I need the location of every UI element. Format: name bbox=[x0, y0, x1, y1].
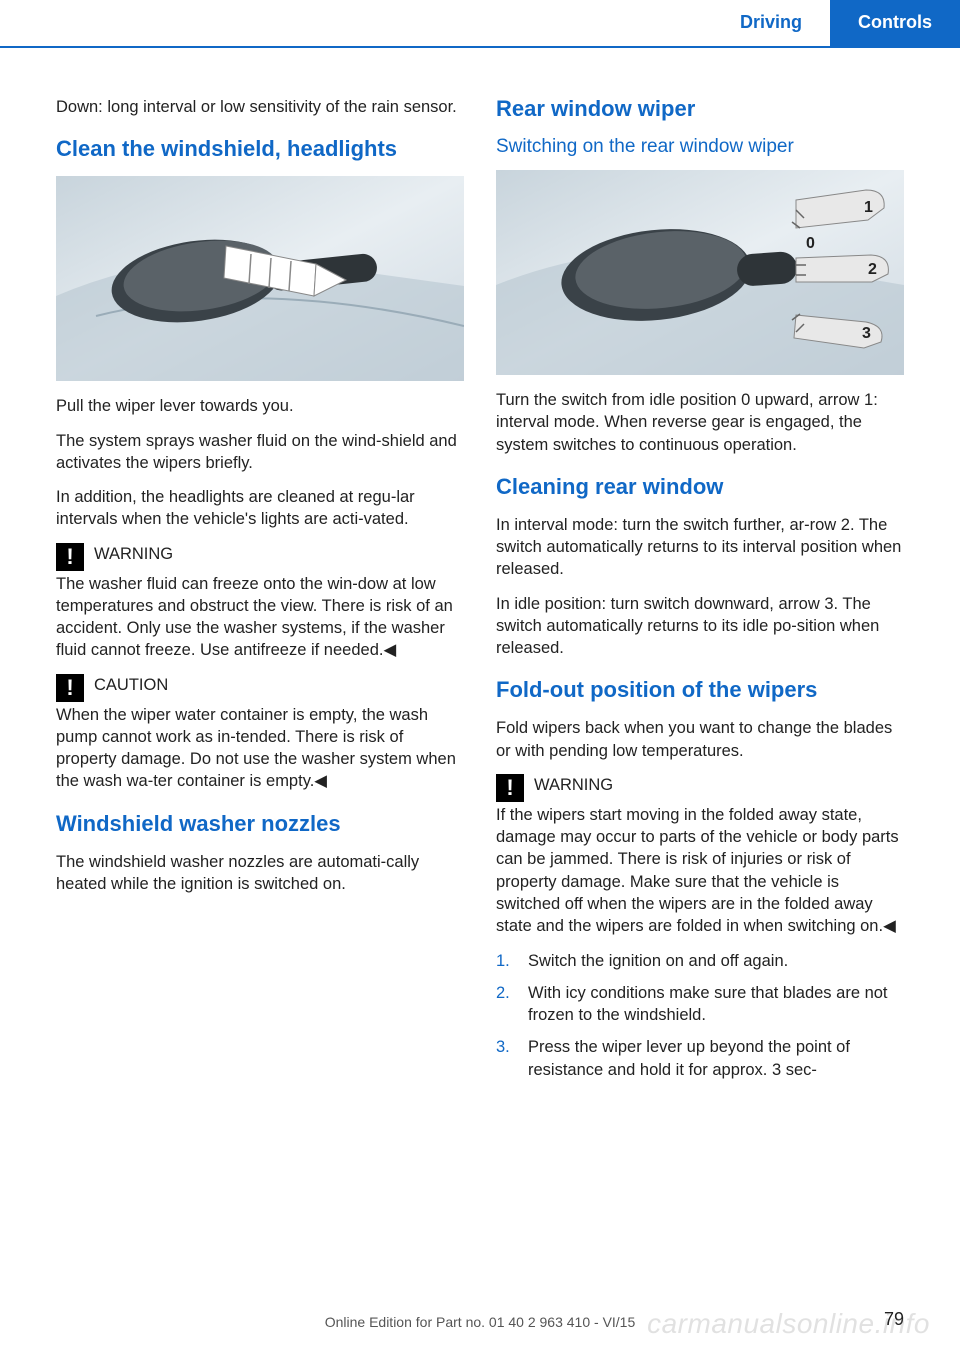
badge-0: 0 bbox=[806, 235, 815, 252]
figure-rear-wiper-switch: 1 2 3 0 bbox=[496, 170, 904, 375]
left-column: Down: long interval or low sensitivity o… bbox=[56, 96, 464, 1091]
header-bar: Driving Controls bbox=[0, 0, 960, 48]
warning-text-2: If the wipers start moving in the folded… bbox=[496, 804, 904, 938]
warning-icon: ! bbox=[56, 543, 84, 571]
warning-icon-2: ! bbox=[496, 774, 524, 802]
p-idle-position: In idle position: turn switch downward, … bbox=[496, 593, 904, 660]
intro-text: Down: long interval or low sensitivity o… bbox=[56, 96, 464, 118]
p-turn-switch: Turn the switch from idle position 0 upw… bbox=[496, 389, 904, 456]
warning-text-1: The washer fluid can freeze onto the win… bbox=[56, 573, 464, 662]
heading-foldout: Fold-out position of the wipers bbox=[496, 677, 904, 703]
caution-text: When the wiper water container is empty,… bbox=[56, 704, 464, 793]
badge-3: 3 bbox=[862, 325, 871, 342]
warning-block-1: ! WARNING bbox=[56, 543, 464, 571]
step-num-2: 2. bbox=[496, 982, 516, 1027]
heading-rear-wiper: Rear window wiper bbox=[496, 96, 904, 122]
tab-controls: Controls bbox=[830, 0, 960, 46]
step-num-1: 1. bbox=[496, 950, 516, 972]
warning-block-2: ! WARNING bbox=[496, 774, 904, 802]
p-nozzles: The windshield washer nozzles are automa… bbox=[56, 851, 464, 896]
p-headlights: In addition, the headlights are cleaned … bbox=[56, 486, 464, 531]
page-content: Down: long interval or low sensitivity o… bbox=[0, 48, 960, 1091]
p-spray: The system sprays washer fluid on the wi… bbox=[56, 430, 464, 475]
caution-label: CAUTION bbox=[94, 674, 168, 696]
step-text-3: Press the wiper lever up beyond the poin… bbox=[528, 1036, 904, 1081]
step-3: 3. Press the wiper lever up beyond the p… bbox=[496, 1036, 904, 1081]
steps-list: 1. Switch the ignition on and off again.… bbox=[496, 950, 904, 1081]
p-pull-lever: Pull the wiper lever towards you. bbox=[56, 395, 464, 417]
page-footer: Online Edition for Part no. 01 40 2 963 … bbox=[0, 1309, 960, 1330]
heading-cleaning-rear: Cleaning rear window bbox=[496, 474, 904, 500]
figure-wiper-lever-pull bbox=[56, 176, 464, 381]
badge-2: 2 bbox=[868, 261, 877, 278]
edition-line: Online Edition for Part no. 01 40 2 963 … bbox=[0, 1314, 960, 1330]
heading-switch-on-rear: Switching on the rear window wiper bbox=[496, 136, 904, 158]
heading-washer-nozzles: Windshield washer nozzles bbox=[56, 811, 464, 837]
warning-label: WARNING bbox=[94, 543, 173, 565]
badge-1: 1 bbox=[864, 199, 873, 216]
step-1: 1. Switch the ignition on and off again. bbox=[496, 950, 904, 972]
step-2: 2. With icy conditions make sure that bl… bbox=[496, 982, 904, 1027]
heading-clean-windshield: Clean the windshield, headlights bbox=[56, 136, 464, 162]
p-fold: Fold wipers back when you want to change… bbox=[496, 717, 904, 762]
p-interval-mode: In interval mode: turn the switch furthe… bbox=[496, 514, 904, 581]
step-num-3: 3. bbox=[496, 1036, 516, 1081]
tab-driving: Driving bbox=[712, 0, 830, 46]
right-column: Rear window wiper Switching on the rear … bbox=[496, 96, 904, 1091]
warning-label-2: WARNING bbox=[534, 774, 613, 796]
caution-icon: ! bbox=[56, 674, 84, 702]
step-text-1: Switch the ignition on and off again. bbox=[528, 950, 788, 972]
caution-block: ! CAUTION bbox=[56, 674, 464, 702]
step-text-2: With icy conditions make sure that blade… bbox=[528, 982, 904, 1027]
